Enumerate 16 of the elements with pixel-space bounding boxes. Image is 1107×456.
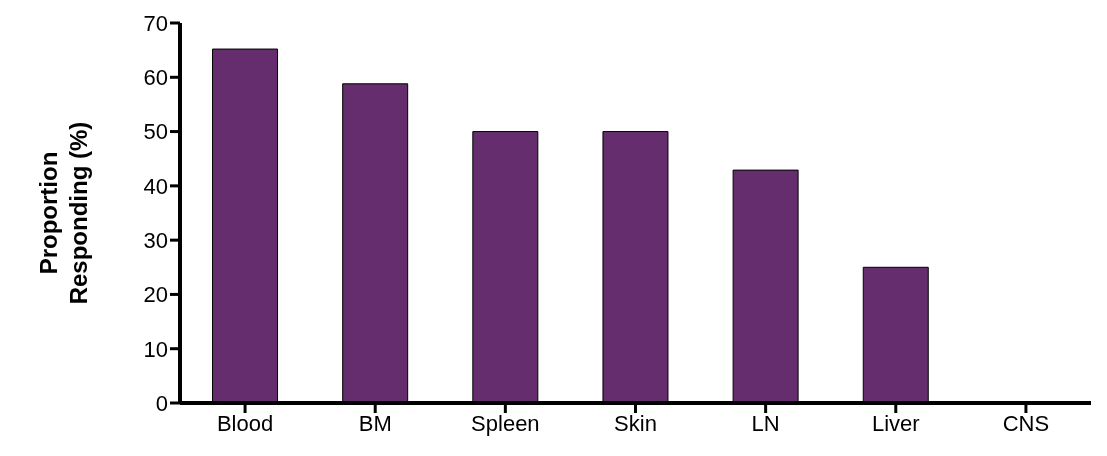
x-tick-label: Liver — [871, 410, 920, 436]
x-tick-label: Spleen — [471, 410, 540, 436]
y-tick-label: 0 — [155, 390, 168, 416]
x-tick-label: CNS — [1002, 410, 1050, 436]
y-tick-label: 60 — [143, 65, 168, 91]
y-tick-label: 20 — [143, 282, 168, 308]
y-axis-title: Proportion Responding (%) — [35, 121, 92, 305]
y-tick-label: 30 — [143, 227, 168, 253]
y-tick-label: 40 — [143, 173, 168, 199]
x-tick-label: Skin — [614, 410, 657, 436]
y-tick-label: 10 — [143, 336, 168, 362]
y-tick-label: 50 — [143, 119, 168, 145]
x-tick-label: LN — [751, 410, 780, 436]
y-tick-label: 70 — [143, 10, 168, 36]
x-tick-label: BM — [358, 410, 392, 436]
x-tick-label: Blood — [216, 410, 274, 436]
